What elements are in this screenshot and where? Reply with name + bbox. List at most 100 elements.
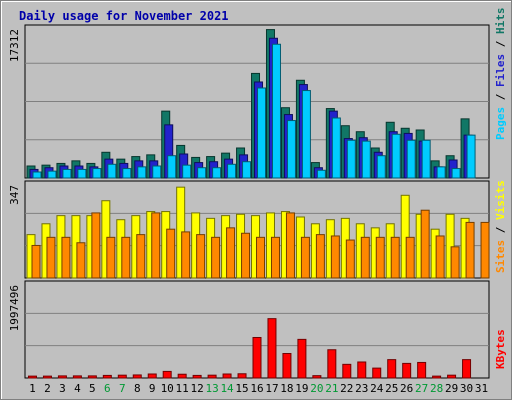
bar-pages-day-26 — [406, 139, 416, 179]
bar-pages-day-5 — [92, 168, 102, 179]
bar-sites-day-14 — [226, 227, 236, 279]
bar-sites-day-8 — [136, 234, 146, 279]
x-tick-day-19: 19 — [295, 382, 308, 395]
bar-kbytes-day-17 — [267, 318, 277, 379]
x-tick-day-28: 28 — [430, 382, 443, 395]
bar-sites-day-26 — [405, 236, 415, 279]
bar-sites-day-13 — [211, 236, 221, 279]
bar-sites-day-20 — [315, 234, 325, 279]
bar-sites-day-4 — [76, 242, 86, 279]
bar-pages-day-17 — [271, 43, 281, 179]
bar-pages-day-28 — [436, 166, 446, 179]
legend-part-0: Pages — [494, 107, 507, 140]
bar-sites-day-21 — [330, 235, 340, 279]
bar-kbytes-day-2 — [42, 375, 52, 379]
panel-middle-ymax-label: 347 — [8, 185, 21, 205]
bar-sites-day-2 — [46, 236, 56, 279]
x-tick-day-6: 6 — [104, 382, 111, 395]
x-tick-day-12: 12 — [191, 382, 204, 395]
bar-pages-day-18 — [286, 120, 296, 179]
bar-pages-day-22 — [346, 139, 356, 179]
bar-kbytes-day-21 — [327, 349, 337, 379]
bar-pages-day-24 — [376, 155, 386, 179]
bar-pages-day-15 — [242, 161, 252, 179]
bar-sites-day-29 — [450, 246, 460, 279]
legend-part-2: Files — [494, 54, 507, 87]
x-tick-day-10: 10 — [161, 382, 174, 395]
panel-middle-legend: Sites / Visits — [494, 180, 507, 273]
x-tick-day-17: 17 — [265, 382, 278, 395]
x-tick-day-21: 21 — [325, 382, 338, 395]
x-tick-day-13: 13 — [205, 382, 218, 395]
bar-kbytes-day-29 — [447, 374, 457, 379]
x-tick-day-24: 24 — [370, 382, 384, 395]
panel-top-legend: Pages / Files / Hits — [494, 8, 507, 141]
bar-pages-day-6 — [107, 163, 117, 179]
bar-pages-day-23 — [361, 140, 371, 179]
bar-kbytes-day-19 — [297, 338, 307, 379]
bar-sites-day-15 — [241, 232, 251, 279]
bar-sites-day-12 — [196, 234, 206, 279]
x-tick-day-16: 16 — [250, 382, 263, 395]
x-tick-day-22: 22 — [340, 382, 353, 395]
bar-sites-day-16 — [256, 236, 266, 279]
bar-pages-day-1 — [32, 171, 42, 179]
x-tick-day-1: 1 — [29, 382, 36, 395]
bar-pages-day-2 — [47, 170, 57, 179]
x-tick-day-8: 8 — [134, 382, 141, 395]
bar-kbytes-day-3 — [57, 375, 67, 379]
bar-sites-day-5 — [91, 212, 101, 279]
panel-bottom-ymax-label: 1997496 — [8, 285, 21, 331]
bar-kbytes-day-12 — [192, 374, 202, 379]
x-tick-day-2: 2 — [44, 382, 51, 395]
bar-pages-day-11 — [182, 164, 192, 179]
bar-kbytes-day-23 — [357, 361, 367, 379]
bar-sites-day-24 — [375, 236, 385, 279]
x-tick-day-4: 4 — [74, 382, 81, 395]
bar-pages-day-3 — [62, 168, 72, 179]
x-tick-day-3: 3 — [59, 382, 66, 395]
bar-pages-day-25 — [391, 133, 401, 179]
bar-kbytes-day-7 — [117, 374, 127, 379]
bar-sites-day-3 — [61, 236, 71, 279]
x-tick-day-25: 25 — [385, 382, 398, 395]
bar-kbytes-day-5 — [87, 375, 97, 379]
bar-kbytes-day-6 — [102, 374, 112, 379]
bar-sites-day-10 — [166, 228, 176, 279]
bar-kbytes-day-4 — [72, 375, 82, 379]
bar-pages-day-7 — [122, 168, 132, 179]
bar-sites-day-7 — [121, 236, 131, 279]
bar-sites-day-22 — [345, 239, 355, 279]
bar-kbytes-day-30 — [462, 359, 472, 379]
bar-pages-day-4 — [77, 168, 87, 179]
legend-part-0: Sites — [494, 240, 507, 273]
bar-pages-day-14 — [227, 163, 237, 179]
bar-sites-day-27 — [420, 209, 430, 279]
bar-sites-day-6 — [106, 236, 116, 279]
x-tick-day-23: 23 — [355, 382, 368, 395]
bar-pages-day-21 — [331, 117, 341, 179]
bar-pages-day-10 — [167, 155, 177, 179]
bar-kbytes-day-10 — [162, 370, 172, 379]
bar-kbytes-day-25 — [387, 359, 397, 379]
bar-kbytes-day-22 — [342, 363, 352, 379]
bar-pages-day-20 — [316, 169, 326, 179]
x-tick-day-11: 11 — [176, 382, 189, 395]
bar-kbytes-day-28 — [432, 375, 442, 379]
bar-sites-day-28 — [435, 235, 445, 279]
bar-sites-day-31 — [480, 221, 490, 279]
bar-sites-day-23 — [360, 236, 370, 279]
legend-part-1: / — [494, 220, 507, 240]
bar-pages-day-12 — [197, 167, 207, 179]
bar-visits-day-26 — [400, 194, 410, 279]
bar-kbytes-day-1 — [27, 375, 37, 379]
legend-part-0: KBytes — [494, 329, 507, 369]
bar-sites-day-30 — [465, 221, 475, 279]
x-tick-day-15: 15 — [235, 382, 248, 395]
bar-kbytes-day-11 — [177, 373, 187, 379]
x-tick-day-27: 27 — [415, 382, 428, 395]
legend-part-3: / — [494, 34, 507, 54]
legend-part-1: / — [494, 87, 507, 107]
x-tick-day-26: 26 — [400, 382, 413, 395]
